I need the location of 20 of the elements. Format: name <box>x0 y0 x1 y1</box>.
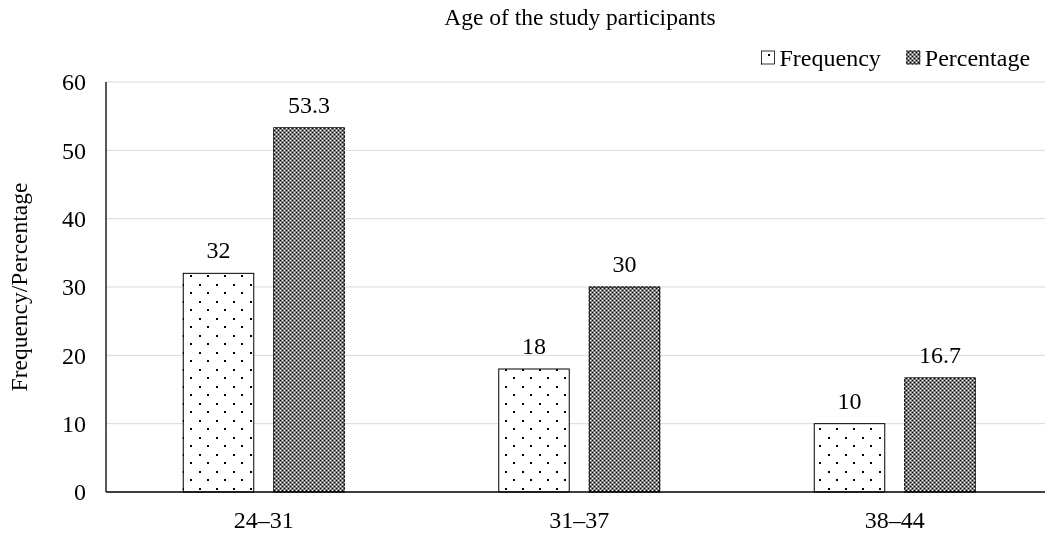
y-tick-label: 10 <box>62 411 86 438</box>
y-tick-label: 0 <box>74 479 86 506</box>
x-tick-label: 31–37 <box>549 507 610 533</box>
y-tick-label: 50 <box>62 137 86 164</box>
data-label: 32 <box>206 237 231 264</box>
x-tick-label: 24–31 <box>233 507 294 533</box>
y-tick-label: 40 <box>62 206 86 233</box>
x-tick-label: 38–44 <box>864 507 925 533</box>
data-label: 30 <box>612 251 637 277</box>
y-axis-title: Frequency/Percentage <box>6 182 32 392</box>
legend-label: Percentage <box>924 45 1031 71</box>
y-tick-label: 60 <box>62 69 86 96</box>
data-label: 16.7 <box>919 341 961 368</box>
data-label: 53.3 <box>288 91 330 118</box>
y-tick-label: 30 <box>62 274 86 301</box>
data-label: 10 <box>837 387 862 414</box>
legend-label: Frequency <box>779 45 881 71</box>
chart-title: Age of the study participants <box>444 4 716 30</box>
data-label: 18 <box>522 333 546 359</box>
y-tick-label: 20 <box>62 342 86 369</box>
